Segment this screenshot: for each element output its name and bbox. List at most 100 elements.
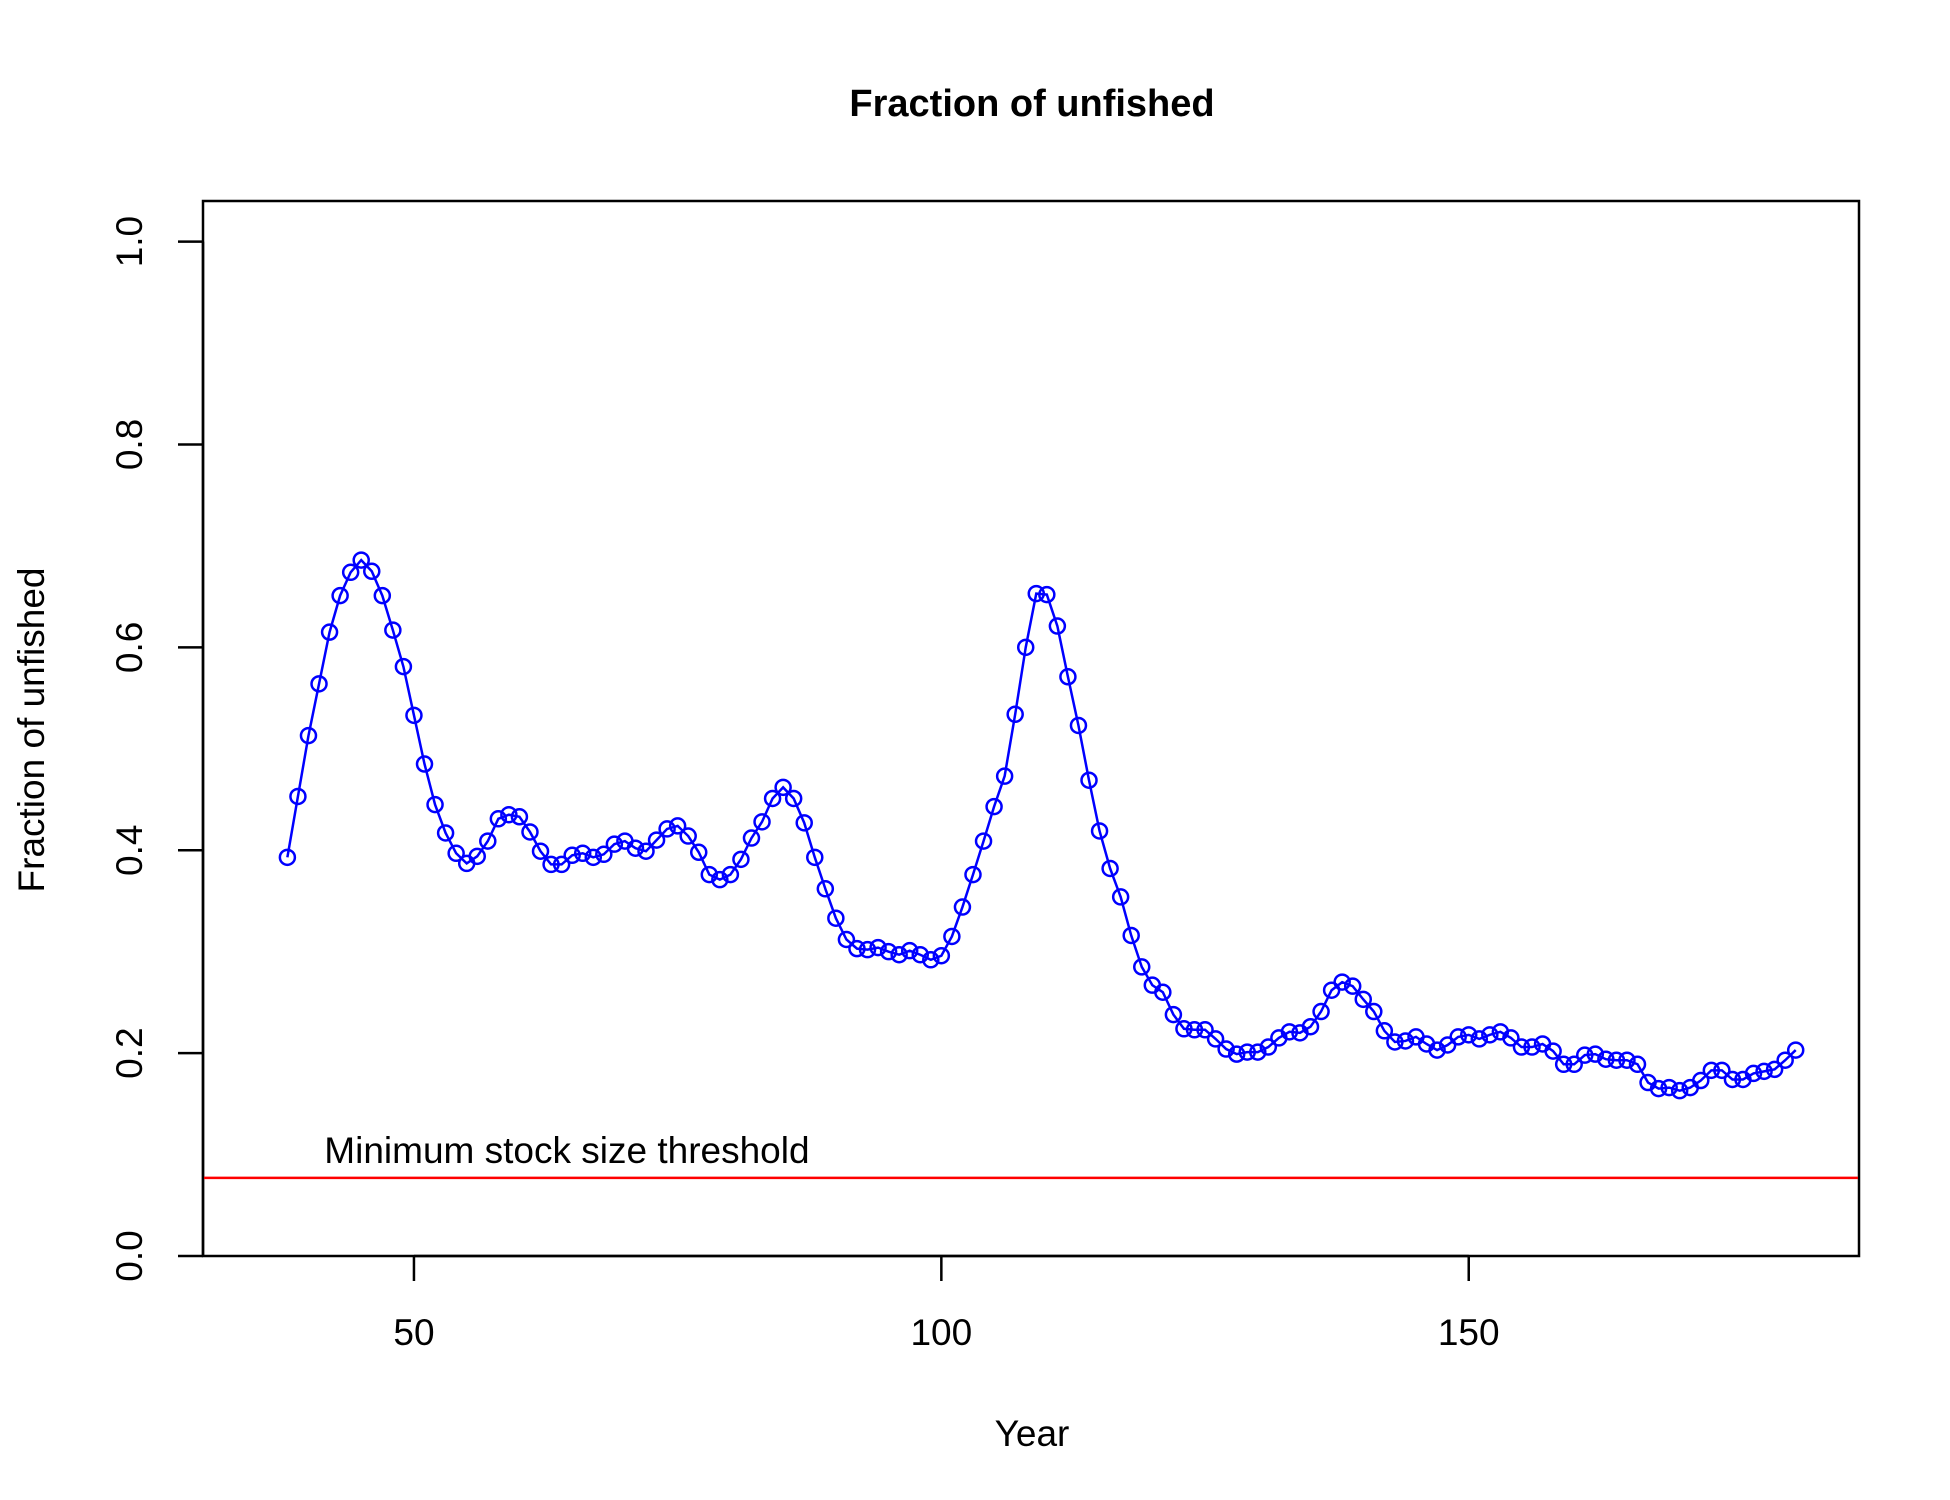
data-point <box>985 797 1003 816</box>
data-point <box>1713 1061 1731 1080</box>
data-point <box>1702 1061 1721 1080</box>
y-tick-label: 0.8 <box>109 419 150 470</box>
data-point <box>1765 1060 1784 1079</box>
data-point <box>900 941 919 960</box>
data-point <box>426 795 444 814</box>
data-point <box>711 870 729 889</box>
data-point <box>1470 1030 1489 1048</box>
data-point <box>964 865 982 884</box>
data-point <box>1628 1055 1647 1074</box>
data-point <box>352 551 370 569</box>
data-point <box>721 865 740 884</box>
data-point <box>542 855 560 874</box>
data-point <box>658 820 676 838</box>
data-point <box>1122 926 1140 945</box>
data-point <box>1670 1081 1689 1100</box>
data-point <box>1343 977 1362 995</box>
data-point <box>689 843 708 862</box>
data-point <box>1133 958 1151 976</box>
data-point <box>1723 1070 1742 1089</box>
y-axis-label: Fraction of unfished <box>11 568 52 893</box>
data-point <box>521 823 539 841</box>
data-point <box>911 945 929 964</box>
data-point <box>1365 1002 1383 1021</box>
data-point <box>489 810 508 828</box>
data-point <box>1090 822 1109 840</box>
data-point <box>479 832 497 850</box>
data-point <box>415 755 434 773</box>
data-point <box>890 945 908 964</box>
data-point <box>1607 1051 1626 1069</box>
data-point <box>1554 1055 1573 1074</box>
data-point <box>795 814 813 832</box>
data-point <box>605 835 624 853</box>
data-point <box>1449 1028 1467 1046</box>
data-point <box>1196 1021 1214 1039</box>
data-point <box>774 778 792 797</box>
data-point <box>1396 1032 1415 1050</box>
data-point <box>879 942 898 961</box>
y-tick-label: 1.0 <box>109 216 150 267</box>
data-point <box>806 848 824 867</box>
data-point <box>1259 1038 1278 1056</box>
data-point <box>816 880 835 898</box>
data-point <box>468 847 486 866</box>
data-point <box>1428 1041 1446 1059</box>
data-point <box>647 831 666 849</box>
data-point <box>1786 1041 1805 1059</box>
data-point <box>784 789 803 808</box>
data-point <box>1059 668 1077 686</box>
data-point <box>1154 983 1172 1001</box>
data-point <box>563 846 581 865</box>
data-point <box>584 848 603 867</box>
data-point <box>1164 1005 1183 1024</box>
data-point <box>626 839 645 857</box>
data-point <box>1048 617 1067 635</box>
data-point <box>742 829 761 847</box>
data-point <box>1185 1021 1204 1039</box>
data-point <box>500 805 518 824</box>
data-point <box>595 845 613 864</box>
data-point <box>1312 1002 1330 1021</box>
series-layer <box>278 551 1805 1100</box>
x-tick-label: 150 <box>1438 1312 1500 1353</box>
data-point <box>299 726 318 745</box>
data-point <box>1175 1020 1193 1038</box>
data-point <box>510 808 529 826</box>
plot-frame <box>201 199 1861 1258</box>
data-point <box>995 767 1014 785</box>
data-point <box>1502 1029 1520 1047</box>
chart-title: Fraction of unfished <box>849 83 1214 125</box>
data-point <box>331 586 349 605</box>
series-line <box>286 558 1797 1092</box>
data-point <box>1660 1078 1678 1097</box>
data-point <box>837 930 856 949</box>
data-point <box>1618 1051 1636 1069</box>
data-point <box>573 844 592 863</box>
data-point <box>668 817 687 835</box>
data-point <box>278 848 297 867</box>
data-point <box>1459 1026 1478 1044</box>
data-point <box>341 563 360 582</box>
data-point <box>1080 771 1098 789</box>
y-tick-label: 0.0 <box>109 1230 150 1281</box>
data-point <box>1217 1040 1235 1058</box>
data-point <box>1111 888 1130 906</box>
data-point <box>320 623 339 641</box>
data-point <box>637 842 655 860</box>
data-point <box>827 909 845 927</box>
data-point <box>1586 1045 1605 1063</box>
data-point <box>1249 1043 1267 1061</box>
data-point <box>394 657 413 676</box>
data-point <box>1227 1045 1246 1063</box>
data-point <box>932 946 951 965</box>
y-tick-label: 0.2 <box>109 1027 150 1078</box>
data-point <box>848 939 866 958</box>
data-point <box>1755 1062 1773 1081</box>
data-point <box>922 951 940 969</box>
data-point <box>1016 638 1035 657</box>
data-point <box>447 844 465 863</box>
data-point <box>1481 1026 1499 1044</box>
data-point <box>373 586 392 605</box>
data-point <box>1776 1051 1794 1069</box>
